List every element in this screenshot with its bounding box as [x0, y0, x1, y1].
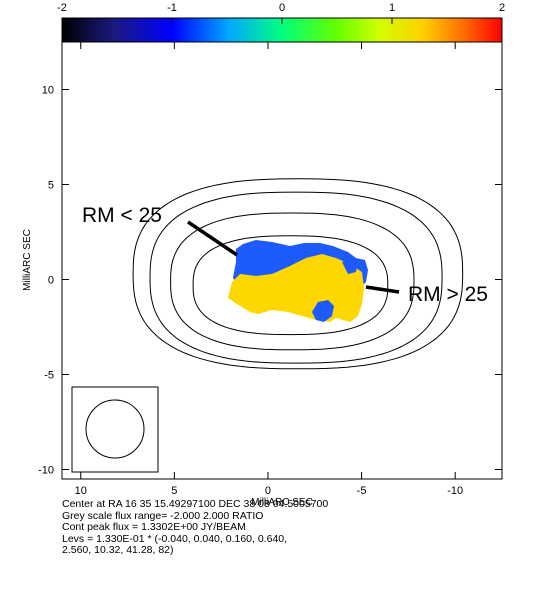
- colorbar-tick-label: 2: [499, 2, 505, 14]
- x-axis-label: MilliARC SEC: [251, 497, 313, 508]
- caption-line: Center at RA 16 35 15.49297100 DEC 38 08…: [62, 498, 329, 510]
- colorbar-tick-label: -1: [167, 2, 177, 14]
- rm-low-pointer: [187, 220, 238, 257]
- contour-line: [192, 235, 389, 336]
- y-tick-label: 5: [48, 180, 54, 192]
- beam-ellipse: [85, 399, 145, 459]
- contour-levels: [132, 178, 464, 370]
- caption-line: 2.560, 10.32, 41.28, 82): [62, 544, 174, 557]
- beam-box: [71, 386, 159, 473]
- contour-line: [132, 178, 464, 370]
- colorbar-tick-label: -2: [57, 2, 67, 14]
- colorbar-tick-label: 1: [389, 2, 395, 14]
- rm-high-pointer: [365, 285, 400, 294]
- contour-line: [170, 212, 415, 351]
- rm-low-patch: [312, 300, 334, 322]
- caption-line: Grey scale flux range= -2.000 2.000 RATI…: [62, 509, 264, 522]
- y-tick-label: 0: [48, 275, 54, 287]
- x-tick-label: -10: [447, 485, 463, 497]
- caption-line: Cont peak flux = 1.3302E+00 JY/BEAM: [62, 521, 246, 534]
- y-tick-label: 10: [42, 85, 54, 97]
- y-tick-label: -10: [38, 465, 54, 477]
- plot-frame: [61, 41, 503, 480]
- y-axis-label: MilliARC SEC: [22, 229, 33, 291]
- x-axis-ticks: 10 5 0 -5 -10: [75, 42, 463, 497]
- contour-line: [149, 191, 443, 364]
- y-axis-ticks: 10 5 0 -5 -10: [38, 85, 502, 477]
- y-tick-label: -5: [44, 370, 54, 382]
- figure-caption: Center at RA 16 35 15.49297100 DEC 38 08…: [62, 498, 329, 557]
- caption-line: Levs = 1.330E-01 * (-0.040, 0.040, 0.160…: [62, 532, 288, 545]
- colorbar-ticks: -2 -1 0 1 2: [57, 2, 505, 24]
- x-tick-label: 10: [75, 485, 87, 497]
- rm-high-annotation: RM > 25: [408, 283, 488, 306]
- colorbar-tick-label: 0: [279, 2, 285, 14]
- rm-low-patch: [342, 258, 358, 274]
- rm-low-annotation: RM < 25: [82, 204, 162, 227]
- x-tick-label: 5: [171, 485, 177, 497]
- x-tick-label: 0: [265, 485, 271, 497]
- x-tick-label: -5: [357, 485, 367, 497]
